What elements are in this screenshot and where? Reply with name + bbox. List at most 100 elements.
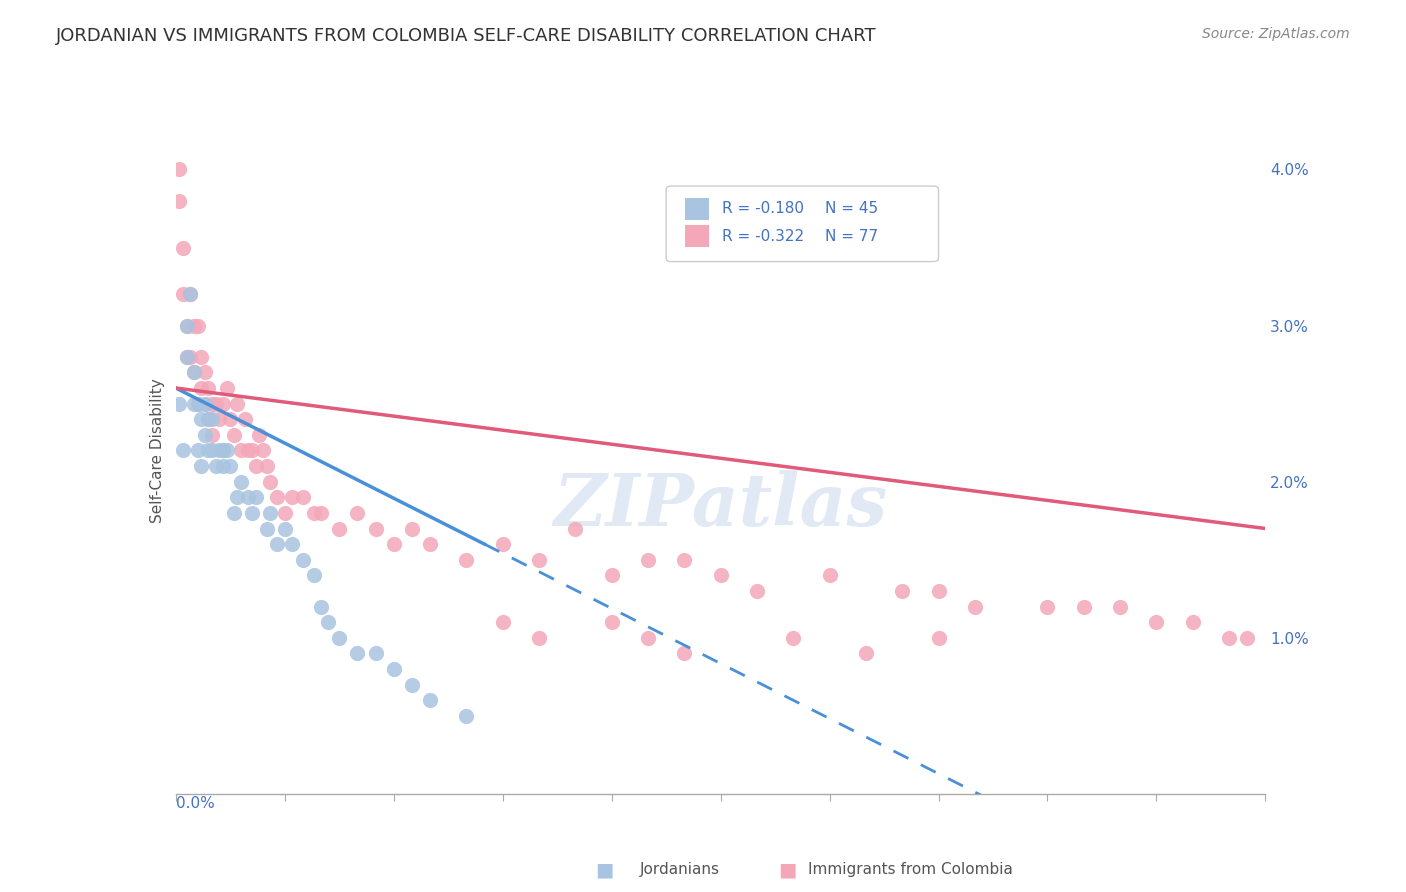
Point: [240, 443, 263, 458]
Point: [233, 412, 256, 426]
Point: [226, 396, 249, 410]
Point: [179, 287, 201, 301]
Point: [201, 412, 224, 426]
Text: N = 45: N = 45: [825, 202, 879, 216]
Point: [194, 366, 217, 380]
Point: [328, 631, 350, 645]
Point: [212, 443, 235, 458]
Point: [1218, 631, 1240, 645]
Point: [186, 318, 209, 333]
Point: [456, 708, 478, 723]
Text: R = -0.322: R = -0.322: [721, 228, 804, 244]
Point: [176, 350, 198, 364]
Point: [527, 631, 550, 645]
Point: [291, 490, 314, 504]
Point: [245, 458, 267, 473]
Point: [259, 475, 281, 489]
Point: [818, 568, 841, 582]
Text: 0.0%: 0.0%: [176, 796, 215, 811]
Text: ■: ■: [595, 860, 614, 880]
Point: [928, 583, 950, 598]
Point: [197, 412, 219, 426]
Point: [201, 427, 224, 442]
Point: [222, 506, 245, 520]
Point: [186, 396, 209, 410]
Point: [172, 443, 194, 458]
Point: [194, 396, 217, 410]
Bar: [685, 198, 709, 219]
Point: [492, 537, 515, 551]
Point: [183, 366, 205, 380]
Point: [673, 646, 696, 660]
Point: [212, 458, 235, 473]
Text: Immigrants from Colombia: Immigrants from Colombia: [808, 863, 1014, 877]
Point: [186, 443, 209, 458]
Point: [179, 287, 201, 301]
Y-axis label: Self-Care Disability: Self-Care Disability: [149, 378, 165, 523]
Point: [291, 552, 314, 567]
Point: [274, 521, 297, 535]
Point: [364, 646, 387, 660]
Point: [274, 506, 297, 520]
Point: [710, 568, 733, 582]
Bar: [685, 225, 709, 247]
Point: [564, 521, 586, 535]
Point: [183, 318, 205, 333]
Point: [238, 443, 260, 458]
Point: [928, 631, 950, 645]
Point: [963, 599, 986, 614]
Point: [197, 381, 219, 395]
Point: [204, 458, 226, 473]
Point: [183, 366, 205, 380]
Point: [1236, 631, 1258, 645]
Point: [302, 506, 325, 520]
Point: [456, 552, 478, 567]
Point: [309, 599, 332, 614]
Point: [219, 458, 242, 473]
Point: [855, 646, 877, 660]
Point: [1036, 599, 1059, 614]
Point: [318, 615, 340, 630]
Point: [419, 537, 441, 551]
Point: [247, 427, 270, 442]
Point: [238, 490, 260, 504]
Point: [266, 490, 288, 504]
Point: [891, 583, 914, 598]
Point: [183, 396, 205, 410]
Point: [1109, 599, 1132, 614]
Point: [252, 443, 274, 458]
Point: [346, 506, 368, 520]
Text: Jordanians: Jordanians: [640, 863, 720, 877]
Text: Source: ZipAtlas.com: Source: ZipAtlas.com: [1202, 27, 1350, 41]
Point: [240, 506, 263, 520]
Point: [194, 427, 217, 442]
Point: [281, 537, 304, 551]
Point: [281, 490, 304, 504]
Point: [382, 537, 405, 551]
Point: [382, 662, 405, 676]
Point: [673, 552, 696, 567]
Text: ■: ■: [778, 860, 797, 880]
Point: [208, 443, 231, 458]
Point: [256, 521, 278, 535]
Point: [637, 631, 659, 645]
Point: [401, 678, 423, 692]
Point: [172, 240, 194, 254]
Point: [169, 396, 191, 410]
Point: [401, 521, 423, 535]
Point: [215, 381, 238, 395]
Point: [1181, 615, 1204, 630]
Point: [1146, 615, 1168, 630]
Point: [637, 552, 659, 567]
Point: [176, 318, 198, 333]
Text: N = 77: N = 77: [825, 228, 879, 244]
Point: [302, 568, 325, 582]
Point: [169, 194, 191, 208]
Point: [245, 490, 267, 504]
Point: [190, 412, 212, 426]
Point: [600, 568, 623, 582]
Point: [231, 443, 253, 458]
Text: JORDANIAN VS IMMIGRANTS FROM COLOMBIA SELF-CARE DISABILITY CORRELATION CHART: JORDANIAN VS IMMIGRANTS FROM COLOMBIA SE…: [56, 27, 877, 45]
Point: [212, 396, 235, 410]
Point: [179, 350, 201, 364]
